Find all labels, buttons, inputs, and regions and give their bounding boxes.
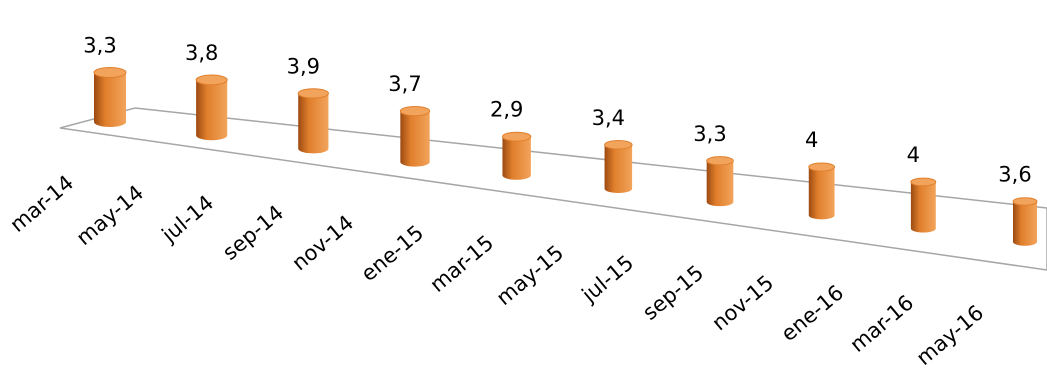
x-tick-mar-16: mar-16 xyxy=(845,290,918,357)
bar-top xyxy=(195,74,228,86)
data-label-may-15: 4 xyxy=(805,128,818,152)
x-tick-sep-14: sep-14 xyxy=(218,200,288,264)
bar-body xyxy=(706,160,734,207)
x-tick-mar-15: mar-15 xyxy=(425,230,498,297)
data-label-ene-15: 3,4 xyxy=(592,106,625,130)
bar-mar-15 xyxy=(706,156,734,207)
bar-top xyxy=(604,139,633,150)
data-label-may-14: 3,8 xyxy=(185,41,218,65)
bars-group xyxy=(93,67,1038,246)
bar-body xyxy=(604,144,633,193)
bar-mar-14 xyxy=(93,67,127,127)
data-label-jul-14: 3,9 xyxy=(287,54,320,78)
bar-top xyxy=(706,156,734,166)
x-tick-ene-15: ene-15 xyxy=(357,220,429,286)
data-labels-group: 3,3 3,8 3,9 3,7 2,9 3,4 3,3 4 4 3,6 xyxy=(83,34,1031,187)
bar-nov-14 xyxy=(501,131,532,180)
bar-top xyxy=(910,177,937,187)
bar-sep-15 xyxy=(1012,197,1038,246)
bar-top xyxy=(297,88,329,99)
x-tick-nov-14: nov-14 xyxy=(287,210,358,275)
bar-top xyxy=(93,67,127,78)
bar-may-14 xyxy=(195,74,228,141)
bar-may-15 xyxy=(808,162,836,220)
bar-body xyxy=(1013,201,1037,246)
bar-body xyxy=(94,72,126,127)
data-label-sep-14: 3,7 xyxy=(388,72,421,96)
data-label-jul-15: 4 xyxy=(907,143,920,167)
x-tick-ene-16: ene-16 xyxy=(777,280,849,346)
x-tick-jul-15: jul-15 xyxy=(577,250,639,307)
bar-top xyxy=(399,106,431,117)
bar-ene-15 xyxy=(604,139,633,193)
x-tick-may-16: may-16 xyxy=(912,300,988,370)
x-tick-mar-14: mar-14 xyxy=(5,170,78,237)
x-tick-jul-14: jul-14 xyxy=(157,190,219,247)
bar-top xyxy=(808,162,836,172)
x-tick-sep-15: sep-15 xyxy=(638,260,708,324)
bar-top xyxy=(1012,197,1038,206)
data-label-sep-15: 3,6 xyxy=(998,163,1031,187)
x-tick-may-14: may-14 xyxy=(72,180,148,250)
bar-body xyxy=(400,111,430,167)
bar-sep-14 xyxy=(399,106,431,167)
bar-body xyxy=(910,182,936,233)
bar-top xyxy=(501,131,532,142)
x-tick-nov-15: nov-15 xyxy=(707,270,778,335)
bar-body xyxy=(298,93,329,154)
bar-body xyxy=(502,136,531,180)
bar-body xyxy=(196,79,228,141)
data-label-mar-14: 3,3 xyxy=(83,34,116,58)
data-label-mar-15: 3,3 xyxy=(693,122,726,146)
data-label-nov-14: 2,9 xyxy=(490,98,523,122)
bar-body xyxy=(808,167,835,220)
x-tick-may-15: may-15 xyxy=(492,240,568,310)
bar-jul-15 xyxy=(910,177,937,233)
bar-jul-14 xyxy=(297,88,329,154)
